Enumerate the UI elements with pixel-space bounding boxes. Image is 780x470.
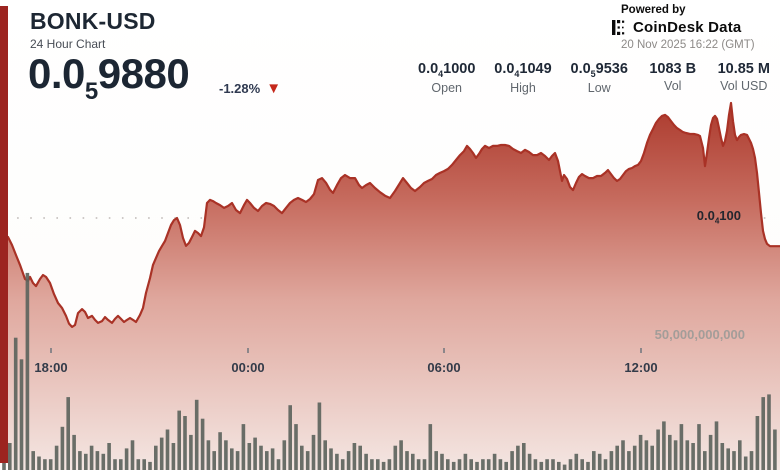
price-post: 9880	[97, 50, 190, 97]
price-line	[6, 101, 780, 328]
stat-vol-usd-label: Vol USD	[720, 79, 768, 93]
stat-vol: 1083 B Vol	[647, 61, 699, 95]
price-gridline-label: 0.04100	[696, 208, 741, 226]
x-tick-label-1800: 18:00	[34, 360, 68, 375]
x-tick-label-0000: 00:00	[231, 360, 265, 375]
current-price: 0.059880	[28, 50, 190, 106]
price-subscript: 5	[84, 78, 98, 106]
chart-subtitle: 24 Hour Chart	[30, 37, 106, 51]
stat-open-label: Open	[431, 80, 463, 95]
highlight-volume-bar	[0, 6, 8, 463]
volume-bars	[2, 272, 777, 470]
stat-vol-label: Vol	[664, 79, 682, 93]
price-pre: 0.0	[28, 50, 85, 97]
x-axis-ticks	[50, 348, 642, 353]
branding-block: Powered by CoinDesk Data 20 Nov 2025 16:…	[612, 4, 772, 51]
stat-open: 0.041000 Open	[418, 61, 476, 95]
stat-vol-usd: 10.85 M Vol USD	[717, 61, 770, 93]
coindesk-data-wordmark: CoinDesk Data	[633, 19, 742, 36]
change-percent: -1.28%	[219, 81, 261, 96]
page-title: BONK-USD	[30, 8, 156, 34]
down-triangle-icon: ▼	[266, 80, 282, 97]
price-area-fill	[8, 103, 780, 470]
powered-by-label: Powered by	[621, 4, 686, 16]
stat-high-label: High	[510, 80, 536, 95]
x-tick-label-1200: 12:00	[624, 360, 658, 375]
chart-timestamp: 20 Nov 2025 16:22 (GMT)	[621, 39, 755, 51]
coindesk-logo-row[interactable]: CoinDesk Data	[612, 19, 772, 36]
ohlc-stats-row: 0.041000 Open 0.041049 High 0.059536 Low…	[418, 61, 770, 95]
price-change: -1.28% ▼	[219, 81, 281, 96]
volume-gridline-label: 50,000,000,000	[654, 327, 745, 342]
stat-high: 0.041049 High	[494, 61, 552, 95]
stat-low-label: Low	[587, 80, 611, 95]
stat-low: 0.059536 Low	[570, 61, 628, 95]
coindesk-logo-icon	[612, 20, 625, 35]
x-tick-label-0600: 06:00	[427, 360, 461, 375]
